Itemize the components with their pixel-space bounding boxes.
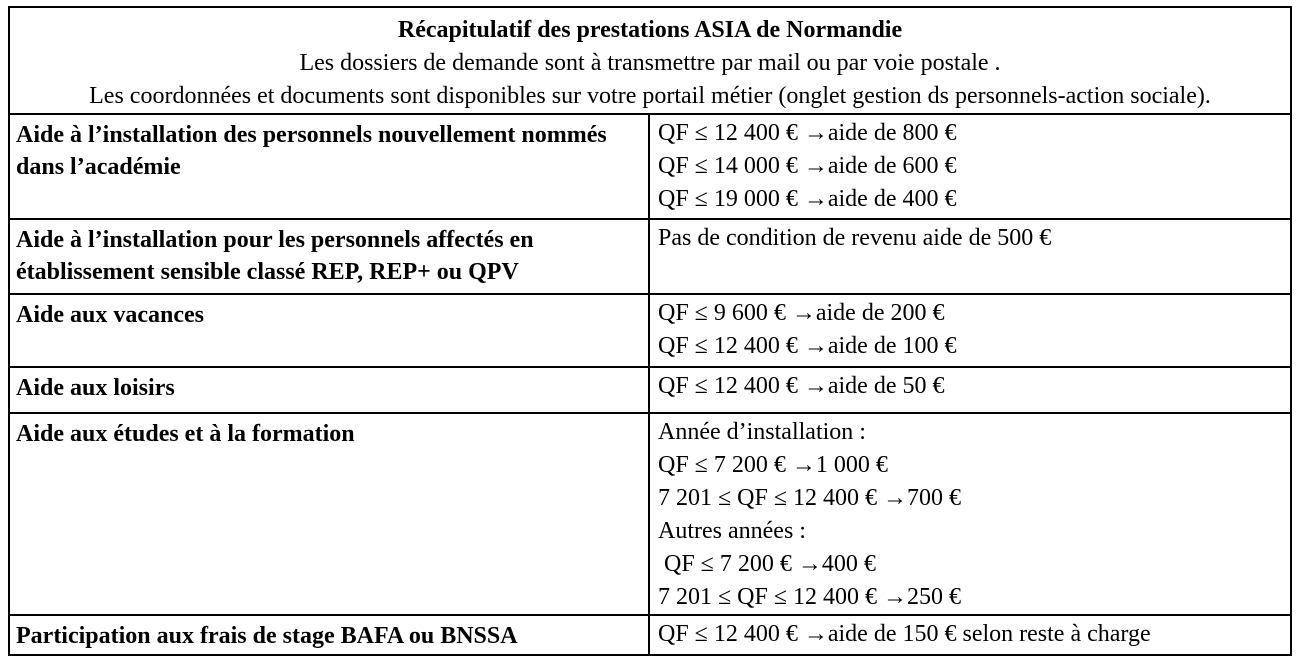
table-header: Récapitulatif des prestations ASIA de No…: [7, 6, 1293, 115]
table-row-installation: Aide à l’installation des personnels nou…: [8, 113, 1293, 220]
condition-line: Autres années :: [658, 518, 806, 544]
table-title: Récapitulatif des prestations ASIA de No…: [397, 17, 903, 43]
condition-line: QF ≤ 12 400 € →aide de 800 €: [658, 120, 957, 146]
row-label: Participation aux frais de stage BAFA ou…: [8, 614, 650, 656]
condition-line: QF ≤ 14 000 € →aide de 600 €: [658, 153, 957, 179]
row-label: Aide aux études et à la formation: [8, 412, 650, 616]
row-label: Aide aux vacances: [8, 293, 650, 368]
row-conditions: Année d’installation : QF ≤ 7 200 € →1 0…: [647, 412, 1293, 616]
row-conditions: Pas de condition de revenu aide de 500 €: [647, 218, 1293, 295]
table-row-loisirs: Aide aux loisirs QF ≤ 12 400 € →aide de …: [8, 366, 1293, 414]
condition-line: QF ≤ 12 400 € →aide de 150 € selon reste…: [658, 621, 1151, 647]
condition-line: QF ≤ 9 600 € →aide de 200 €: [658, 300, 945, 326]
condition-line: Année d’installation :: [658, 419, 866, 445]
row-label: Aide aux loisirs: [8, 366, 650, 414]
table-row-bafa-bnssa: Participation aux frais de stage BAFA ou…: [8, 614, 1293, 656]
table-row-vacances: Aide aux vacances QF ≤ 9 600 € →aide de …: [8, 293, 1293, 368]
condition-line: QF ≤ 12 400 € →aide de 100 €: [658, 333, 957, 359]
row-conditions: QF ≤ 12 400 € →aide de 800 € QF ≤ 14 000…: [647, 113, 1293, 220]
table-row-installation-rep: Aide à l’installation pour les personnel…: [8, 218, 1293, 295]
header-subtitle-1: Les dossiers de demande sont à transmett…: [299, 50, 1001, 76]
row-label: Aide à l’installation des personnels nou…: [8, 113, 650, 220]
row-conditions: QF ≤ 12 400 € →aide de 50 €: [647, 366, 1293, 414]
row-label: Aide à l’installation pour les personnel…: [8, 218, 650, 295]
asia-prestations-table: Récapitulatif des prestations ASIA de No…: [7, 6, 1293, 656]
condition-line: 7 201 ≤ QF ≤ 12 400 € →250 €: [658, 584, 962, 610]
row-conditions: QF ≤ 9 600 € →aide de 200 € QF ≤ 12 400 …: [647, 293, 1293, 368]
row-conditions: QF ≤ 12 400 € →aide de 150 € selon reste…: [647, 614, 1293, 656]
condition-line: QF ≤ 19 000 € →aide de 400 €: [658, 186, 957, 212]
condition-line: 7 201 ≤ QF ≤ 12 400 € →700 €: [658, 485, 962, 511]
header-subtitle-2: Les coordonnées et documents sont dispon…: [89, 83, 1211, 109]
condition-line: QF ≤ 7 200 € →400 €: [658, 551, 876, 577]
condition-line: QF ≤ 12 400 € →aide de 50 €: [658, 373, 945, 399]
condition-line: QF ≤ 7 200 € →1 000 €: [658, 452, 888, 478]
header-row: Récapitulatif des prestations ASIA de No…: [7, 6, 1293, 115]
table-row-etudes-formation: Aide aux études et à la formation Année …: [8, 412, 1293, 616]
condition-line: Pas de condition de revenu aide de 500 €: [658, 225, 1052, 251]
